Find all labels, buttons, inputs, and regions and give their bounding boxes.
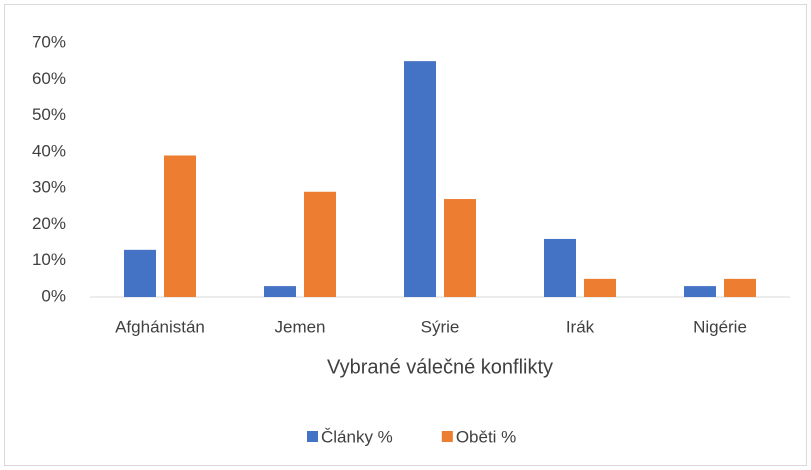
y-tick-label: 0%: [41, 286, 66, 305]
x-tick-label: Nigérie: [693, 317, 747, 336]
bar: [304, 191, 336, 297]
x-tick-label: Jemen: [274, 317, 325, 336]
bar: [164, 155, 196, 297]
bar: [444, 199, 476, 297]
bar: [584, 278, 616, 297]
bar: [124, 249, 156, 297]
y-tick-label: 60%: [32, 69, 66, 88]
y-tick-label: 20%: [32, 214, 66, 233]
y-tick-label: 50%: [32, 105, 66, 124]
x-axis-title: Vybrané válečné konflikty: [327, 356, 553, 378]
bar: [264, 286, 296, 297]
x-tick-label: Afghánistán: [115, 317, 205, 336]
y-tick-label: 30%: [32, 178, 66, 197]
legend-label: Oběti %: [456, 427, 516, 446]
bar: [724, 278, 756, 297]
bar: [404, 61, 436, 298]
legend-label: Články %: [321, 427, 393, 446]
x-tick-label: Irák: [566, 317, 595, 336]
legend-swatch: [307, 431, 318, 442]
bar: [684, 286, 716, 297]
y-tick-label: 40%: [32, 141, 66, 160]
y-tick-label: 70%: [32, 32, 66, 51]
legend-swatch: [441, 431, 453, 442]
y-tick-label: 10%: [32, 250, 66, 269]
x-tick-label: Sýrie: [421, 317, 460, 336]
bar: [544, 238, 576, 297]
